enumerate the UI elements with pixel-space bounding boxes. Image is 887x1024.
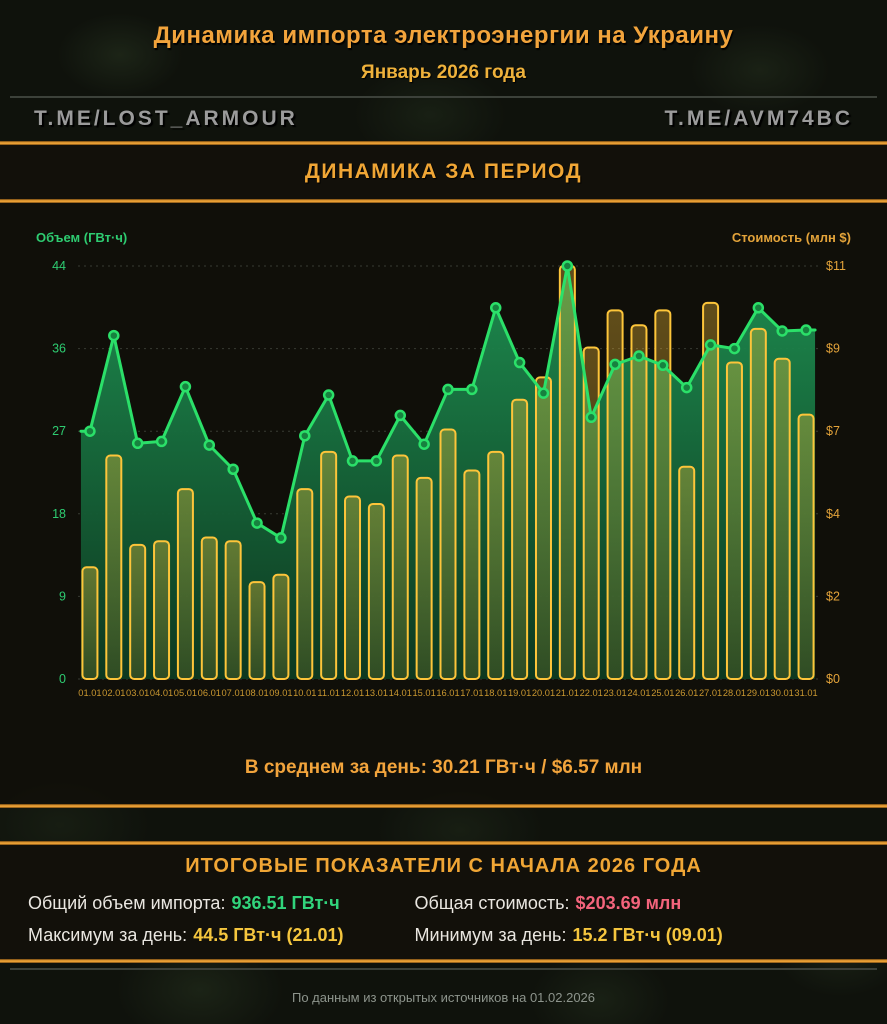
svg-text:44: 44 <box>52 259 66 273</box>
svg-text:12.01: 12.01 <box>341 688 364 698</box>
svg-text:31.01: 31.01 <box>794 688 817 698</box>
divider-orange-1 <box>0 141 887 145</box>
divider-thin-bottom <box>10 968 877 970</box>
svg-text:09.01: 09.01 <box>269 688 292 698</box>
svg-text:05.01: 05.01 <box>174 688 197 698</box>
svg-text:18: 18 <box>52 507 66 521</box>
svg-text:9: 9 <box>59 589 66 603</box>
stat-value: 44.5 ГВт·ч (21.01) <box>193 925 344 945</box>
svg-text:17.01: 17.01 <box>460 688 483 698</box>
svg-text:18.01: 18.01 <box>484 688 507 698</box>
divider-orange-5 <box>0 959 887 963</box>
section-title-chart: ДИНАМИКА ЗА ПЕРИОД <box>304 160 583 183</box>
stat-label: Минимум за день: <box>414 925 567 945</box>
stat-total-cost: Общая стоимость: $203.69 млн <box>415 893 887 914</box>
stat-value: 15.2 ГВт·ч (09.01) <box>572 925 723 945</box>
svg-text:06.01: 06.01 <box>198 688 221 698</box>
svg-text:21.01: 21.01 <box>556 688 579 698</box>
svg-text:04.01: 04.01 <box>150 688 173 698</box>
svg-text:27.01: 27.01 <box>699 688 722 698</box>
header: Динамика импорта электроэнергии на Украи… <box>0 0 887 84</box>
svg-text:26.01: 26.01 <box>675 688 698 698</box>
divider-orange-3 <box>0 804 887 808</box>
svg-text:28.01: 28.01 <box>723 688 746 698</box>
divider-orange-4 <box>0 841 887 845</box>
svg-text:14.01: 14.01 <box>389 688 412 698</box>
svg-text:20.01: 20.01 <box>532 688 555 698</box>
svg-text:0: 0 <box>59 672 66 686</box>
svg-text:27: 27 <box>52 424 66 438</box>
summary-stats: Общий объем импорта: 936.51 ГВт·ч Общая с… <box>0 878 887 946</box>
page-subtitle: Январь 2026 года <box>361 62 526 83</box>
svg-text:$7: $7 <box>826 424 840 438</box>
chart-section: Объем (ГВт·ч) Стоимость (млн $) 0 $0 9 $2 18 $4… <box>0 203 887 804</box>
stat-value: $203.69 млн <box>575 893 682 913</box>
svg-text:16.01: 16.01 <box>436 688 459 698</box>
svg-text:$9: $9 <box>826 342 840 356</box>
svg-text:02.01: 02.01 <box>102 688 125 698</box>
stat-max-day: Максимум за день: 44.5 ГВт·ч (21.01) <box>28 925 415 946</box>
svg-text:11.01: 11.01 <box>317 688 340 698</box>
background-gap <box>0 808 887 841</box>
stat-min-day: Минимум за день: 15.2 ГВт·ч (09.01) <box>415 925 887 946</box>
stat-total-volume: Общий объем импорта: 936.51 ГВт·ч <box>28 893 415 914</box>
watermark-row: T.ME/LOST_ARMOUR T.ME/AVM74BC <box>0 98 887 141</box>
svg-text:$2: $2 <box>826 589 840 603</box>
stat-label: Общий объем импорта: <box>28 893 226 913</box>
svg-text:Объем (ГВт·ч): Объем (ГВт·ч) <box>36 230 127 245</box>
summary-section: ИТОГОВЫЕ ПОКАЗАТЕЛИ С НАЧАЛА 2026 ГОДА О… <box>0 845 887 959</box>
svg-text:29.01: 29.01 <box>747 688 770 698</box>
svg-text:22.01: 22.01 <box>580 688 603 698</box>
svg-text:$4: $4 <box>826 507 840 521</box>
svg-text:07.01: 07.01 <box>222 688 245 698</box>
combo-chart: Объем (ГВт·ч) Стоимость (млн $) 0 $0 9 $2 18 $4… <box>36 230 851 698</box>
section-title-summary: ИТОГОВЫЕ ПОКАЗАТЕЛИ С НАЧАЛА 2026 ГОДА <box>185 855 702 877</box>
svg-text:03.01: 03.01 <box>126 688 149 698</box>
svg-text:23.01: 23.01 <box>603 688 626 698</box>
divider-orange-2 <box>0 199 887 203</box>
svg-text:24.01: 24.01 <box>627 688 650 698</box>
stat-value: 936.51 ГВт·ч <box>231 893 340 913</box>
svg-text:$0: $0 <box>826 672 840 686</box>
svg-text:25.01: 25.01 <box>651 688 674 698</box>
svg-text:36: 36 <box>52 342 66 356</box>
stat-label: Общая стоимость: <box>414 893 570 913</box>
svg-text:30.01: 30.01 <box>771 688 794 698</box>
svg-text:13.01: 13.01 <box>365 688 388 698</box>
stat-label: Максимум за день: <box>28 925 188 945</box>
footer-source-note: По данным из открытых источников на 01.0… <box>291 990 596 1005</box>
page-title: Динамика импорта электроэнергии на Украи… <box>153 22 734 49</box>
divider-thin-top <box>10 96 877 98</box>
section-band-chart: ДИНАМИКА ЗА ПЕРИОД <box>0 145 887 199</box>
watermark-left: T.ME/LOST_ARMOUR <box>34 107 298 130</box>
svg-text:08.01: 08.01 <box>245 688 268 698</box>
svg-text:Стоимость (млн $): Стоимость (млн $) <box>732 230 851 245</box>
watermark-right: T.ME/AVM74BC <box>664 107 853 130</box>
svg-text:19.01: 19.01 <box>508 688 531 698</box>
svg-text:$11: $11 <box>826 259 846 273</box>
svg-text:15.01: 15.01 <box>412 688 435 698</box>
svg-text:01.01: 01.01 <box>78 688 101 698</box>
daily-average: В среднем за день: 30.21 ГВт·ч / $6.57 м… <box>244 757 643 778</box>
svg-text:10.01: 10.01 <box>293 688 316 698</box>
